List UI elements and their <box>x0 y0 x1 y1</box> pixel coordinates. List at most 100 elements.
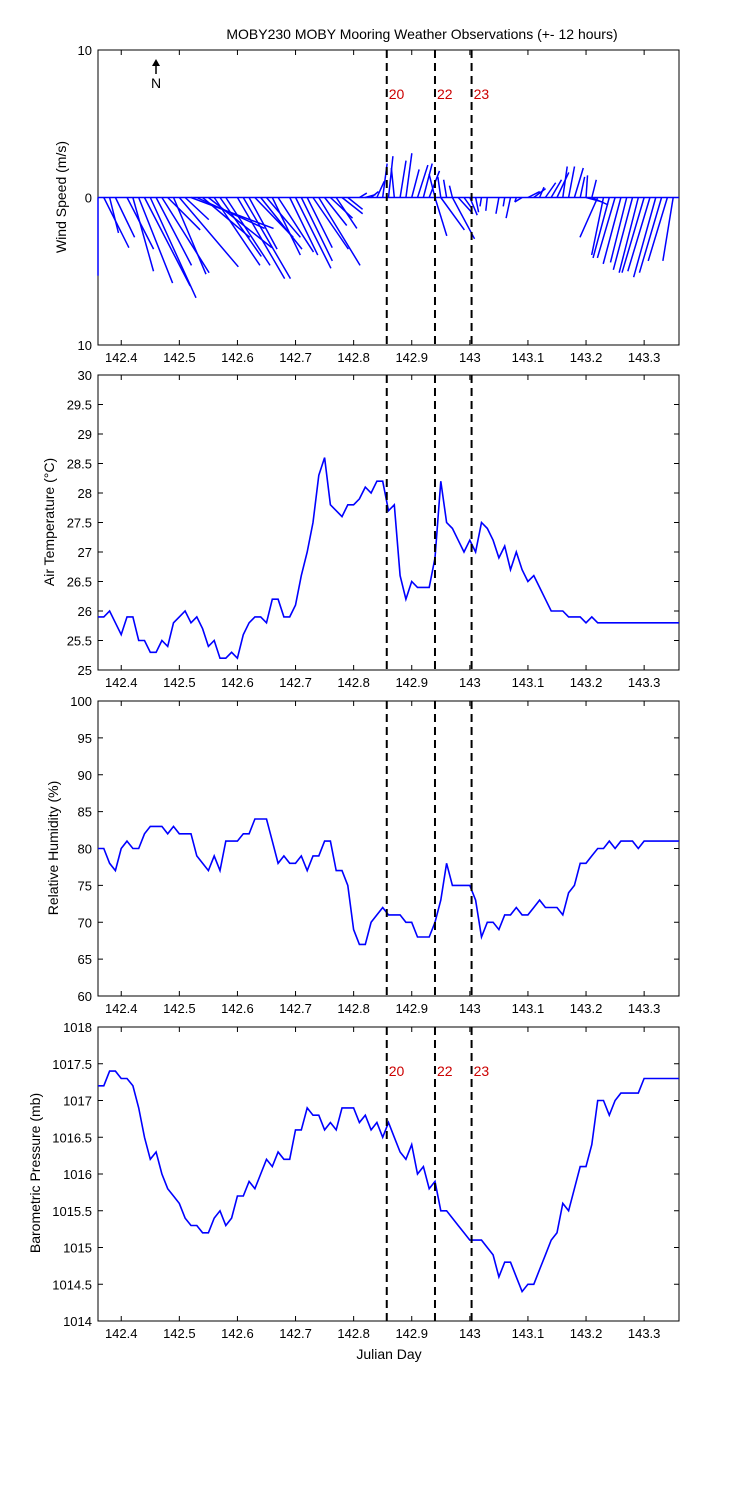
x-tick-label: 143 <box>459 1001 481 1016</box>
wind-vector <box>632 197 657 278</box>
air-temperature-ylabel: Air Temperature (°C) <box>41 458 57 586</box>
data-series-line <box>98 457 679 660</box>
wind-vector <box>289 197 319 256</box>
x-tick-label: 143.3 <box>628 1326 661 1341</box>
y-tick-label: 100 <box>70 694 92 709</box>
plot-frame <box>97 700 680 997</box>
wind-vector <box>390 167 396 198</box>
x-tick-label: 143 <box>459 1326 481 1341</box>
y-tick-label: 1016.5 <box>52 1130 92 1145</box>
wind-vector <box>155 197 193 266</box>
y-tick-label: 60 <box>78 989 92 1004</box>
wind-vector <box>527 190 541 199</box>
wind-vector <box>514 196 523 203</box>
event-label: 20 <box>389 86 405 102</box>
wind-vector <box>202 196 251 238</box>
wind-vector <box>387 156 394 198</box>
y-tick-label: 1017.5 <box>52 1057 92 1072</box>
y-tick-label: 29 <box>78 427 92 442</box>
wind-vector <box>602 197 622 265</box>
x-tick-label: 143.3 <box>628 675 661 690</box>
y-tick-label: 1014.5 <box>52 1277 92 1292</box>
x-tick-label: 143.1 <box>512 1326 545 1341</box>
wind-vector <box>341 196 364 215</box>
wind-vector <box>137 197 174 284</box>
event-label: 23 <box>474 86 490 102</box>
x-tick-label: 142.6 <box>221 350 254 365</box>
wind-vector <box>318 197 361 266</box>
wind-vector <box>596 197 616 259</box>
y-tick-label: 1014 <box>63 1314 92 1329</box>
wind-vector <box>505 197 512 219</box>
event-label: 22 <box>437 1063 453 1079</box>
wind-vector <box>448 185 454 198</box>
y-tick-label: 75 <box>78 878 92 893</box>
wind-vector <box>556 172 570 198</box>
x-tick-label: 142.7 <box>279 350 312 365</box>
y-tick-label: 1015.5 <box>52 1204 92 1219</box>
y-tick-label: 26.5 <box>67 575 92 590</box>
y-tick-label: 27 <box>78 545 92 560</box>
wind-vector <box>495 197 500 214</box>
x-tick-label: 142.8 <box>337 350 370 365</box>
event-label: 22 <box>437 86 453 102</box>
wind-vector <box>544 182 557 198</box>
wind-vector <box>405 153 413 198</box>
y-tick-label: 1016 <box>63 1167 92 1182</box>
wind-vector <box>271 197 301 256</box>
wind-vector <box>662 197 674 262</box>
data-series-line <box>98 818 679 946</box>
x-tick-label: 143.1 <box>512 1001 545 1016</box>
wind-vector <box>474 197 480 213</box>
y-tick-label: 28 <box>78 486 92 501</box>
x-axis-label: Julian Day <box>356 1346 421 1362</box>
wind-vector <box>172 197 207 275</box>
wind-vector <box>294 197 332 269</box>
x-tick-label: 142.9 <box>395 675 428 690</box>
x-tick-label: 142.8 <box>337 1001 370 1016</box>
y-tick-label: 90 <box>78 768 92 783</box>
y-tick-label: 25.5 <box>67 634 92 649</box>
x-tick-label: 142.7 <box>279 1001 312 1016</box>
wind-vector <box>399 160 407 198</box>
x-tick-label: 142.7 <box>279 1326 312 1341</box>
wind-vector <box>440 197 465 231</box>
x-tick-label: 142.9 <box>395 1001 428 1016</box>
y-tick-label: 26 <box>78 604 92 619</box>
wind-vector <box>236 197 286 280</box>
wind-vector <box>533 188 546 199</box>
wind-vector <box>376 180 385 198</box>
plot-frame <box>97 374 680 671</box>
wind-vector <box>442 179 448 198</box>
wind-vector <box>502 197 506 207</box>
wind-vector <box>248 197 278 250</box>
y-tick-label: 70 <box>78 915 92 930</box>
x-tick-label: 143 <box>459 675 481 690</box>
wind-vector <box>324 197 348 226</box>
y-tick-label: 10 <box>78 338 92 353</box>
wind-vector <box>579 197 599 238</box>
x-tick-label: 142.4 <box>105 350 138 365</box>
x-tick-label: 142.4 <box>105 675 138 690</box>
x-tick-label: 142.9 <box>395 350 428 365</box>
wind-vector <box>265 197 301 238</box>
x-tick-label: 142.6 <box>221 1001 254 1016</box>
wind-vector <box>550 179 563 198</box>
wind-vector <box>225 197 271 266</box>
wind-vector <box>149 197 197 299</box>
x-tick-label: 142.4 <box>105 1001 138 1016</box>
wind-vector <box>108 197 120 234</box>
x-tick-label: 142.8 <box>337 675 370 690</box>
x-tick-label: 142.7 <box>279 675 312 690</box>
x-tick-label: 143.2 <box>570 1326 603 1341</box>
wind-vector <box>451 197 476 240</box>
wind-vector <box>143 197 191 287</box>
wind-vector <box>161 197 210 274</box>
x-tick-label: 142.4 <box>105 1326 138 1341</box>
y-tick-label: 25 <box>78 663 92 678</box>
wind-vector <box>306 197 333 248</box>
relative-humidity-ylabel: Relative Humidity (%) <box>45 781 61 916</box>
wind-vector <box>335 197 358 229</box>
wind-vector <box>416 164 429 198</box>
y-tick-label: 29.5 <box>67 398 92 413</box>
